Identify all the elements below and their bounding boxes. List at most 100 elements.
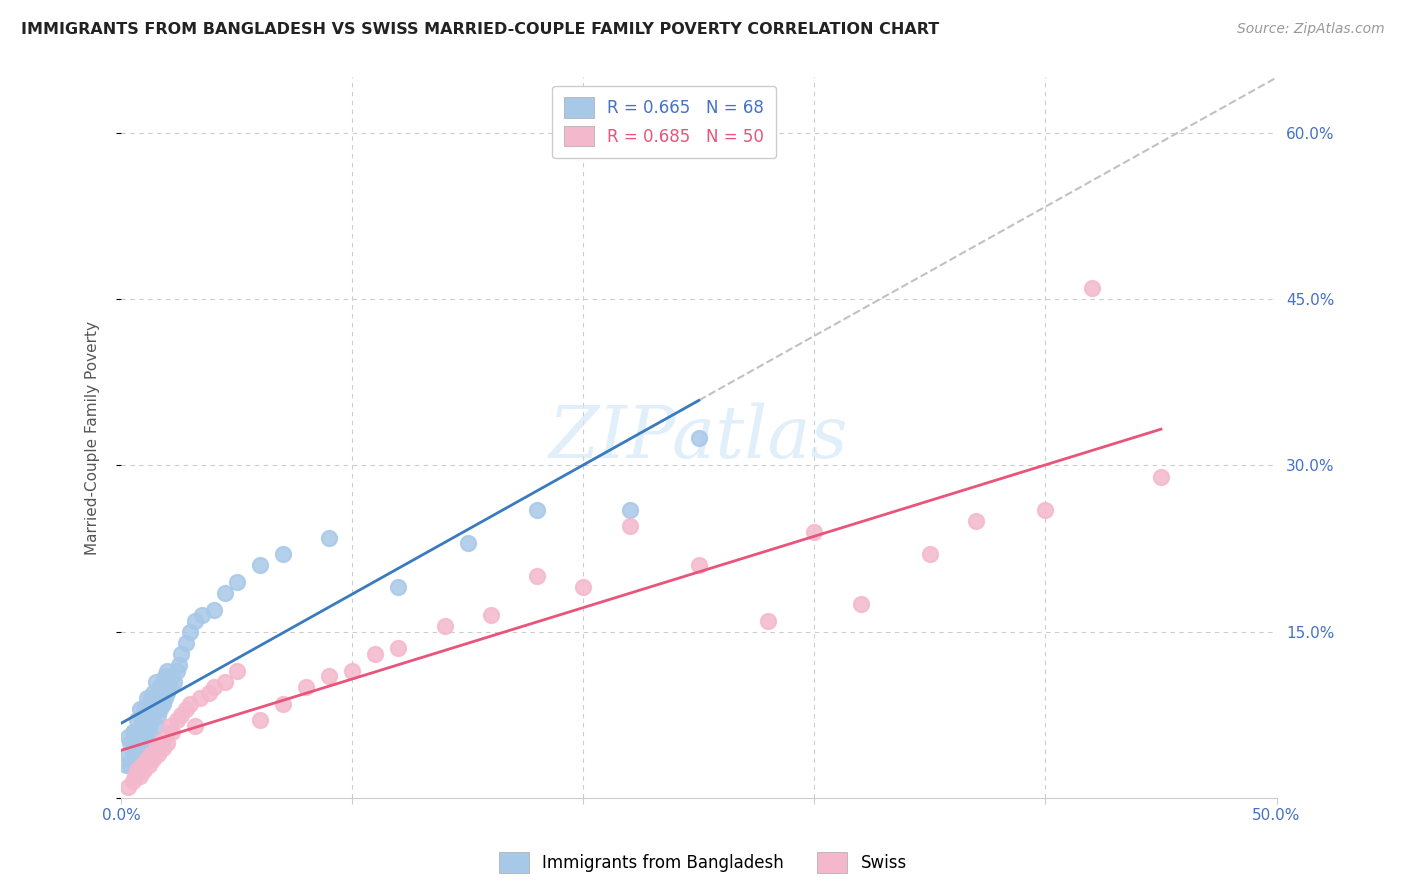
- Point: [121, 774, 143, 789]
- Point: [156, 686, 179, 700]
- Point: [145, 741, 167, 756]
- Point: [149, 702, 172, 716]
- Point: [249, 558, 271, 573]
- Point: [124, 724, 146, 739]
- Point: [688, 558, 710, 573]
- Point: [138, 736, 160, 750]
- Point: [433, 619, 456, 633]
- Point: [364, 647, 387, 661]
- Point: [756, 614, 779, 628]
- Text: Source: ZipAtlas.com: Source: ZipAtlas.com: [1237, 22, 1385, 37]
- Point: [149, 680, 172, 694]
- Point: [131, 736, 153, 750]
- Point: [174, 702, 197, 716]
- Point: [318, 531, 340, 545]
- Point: [128, 724, 150, 739]
- Point: [121, 724, 143, 739]
- Point: [128, 702, 150, 716]
- Point: [803, 524, 825, 539]
- Point: [128, 769, 150, 783]
- Point: [166, 664, 188, 678]
- Point: [163, 674, 186, 689]
- Point: [1150, 469, 1173, 483]
- Point: [127, 764, 149, 778]
- Point: [295, 680, 318, 694]
- Point: [124, 736, 146, 750]
- Point: [271, 547, 294, 561]
- Y-axis label: Married-Couple Family Poverty: Married-Couple Family Poverty: [86, 321, 100, 555]
- Point: [124, 769, 146, 783]
- Text: IMMIGRANTS FROM BANGLADESH VS SWISS MARRIED-COUPLE FAMILY POVERTY CORRELATION CH: IMMIGRANTS FROM BANGLADESH VS SWISS MARR…: [21, 22, 939, 37]
- Point: [156, 736, 179, 750]
- Point: [318, 669, 340, 683]
- Point: [120, 757, 142, 772]
- Point: [159, 680, 181, 694]
- Point: [184, 614, 207, 628]
- Point: [214, 586, 236, 600]
- Point: [1080, 281, 1102, 295]
- Point: [135, 752, 157, 766]
- Point: [146, 707, 169, 722]
- Point: [117, 747, 139, 761]
- Point: [160, 669, 183, 683]
- Point: [121, 747, 143, 761]
- Point: [619, 519, 641, 533]
- Point: [166, 714, 188, 728]
- Text: ZIPatlas: ZIPatlas: [548, 402, 849, 473]
- Legend: R = 0.665   N = 68, R = 0.685   N = 50: R = 0.665 N = 68, R = 0.685 N = 50: [553, 86, 776, 158]
- Point: [167, 658, 190, 673]
- Point: [152, 697, 174, 711]
- Point: [127, 730, 149, 744]
- Point: [149, 736, 172, 750]
- Point: [159, 719, 181, 733]
- Point: [387, 581, 409, 595]
- Point: [124, 747, 146, 761]
- Point: [457, 536, 479, 550]
- Point: [526, 569, 548, 583]
- Point: [134, 764, 156, 778]
- Point: [918, 547, 941, 561]
- Point: [572, 581, 595, 595]
- Point: [179, 624, 201, 639]
- Point: [146, 747, 169, 761]
- Point: [153, 730, 176, 744]
- Point: [214, 674, 236, 689]
- Point: [170, 707, 193, 722]
- Point: [170, 647, 193, 661]
- Point: [965, 514, 987, 528]
- Point: [191, 608, 214, 623]
- Point: [127, 752, 149, 766]
- Point: [152, 741, 174, 756]
- Point: [145, 697, 167, 711]
- Point: [198, 686, 221, 700]
- Point: [134, 747, 156, 761]
- Point: [134, 730, 156, 744]
- Point: [271, 697, 294, 711]
- Point: [156, 664, 179, 678]
- Point: [142, 752, 165, 766]
- Point: [342, 664, 364, 678]
- Point: [138, 757, 160, 772]
- Point: [160, 724, 183, 739]
- Point: [142, 686, 165, 700]
- Point: [142, 707, 165, 722]
- Point: [619, 503, 641, 517]
- Point: [135, 691, 157, 706]
- Point: [688, 431, 710, 445]
- Point: [225, 574, 247, 589]
- Point: [141, 714, 163, 728]
- Point: [138, 702, 160, 716]
- Point: [141, 747, 163, 761]
- Point: [387, 641, 409, 656]
- Point: [153, 691, 176, 706]
- Point: [174, 636, 197, 650]
- Point: [131, 757, 153, 772]
- Point: [152, 674, 174, 689]
- Point: [120, 736, 142, 750]
- Point: [249, 714, 271, 728]
- Point: [145, 674, 167, 689]
- Point: [188, 691, 211, 706]
- Point: [146, 686, 169, 700]
- Point: [117, 730, 139, 744]
- Point: [127, 714, 149, 728]
